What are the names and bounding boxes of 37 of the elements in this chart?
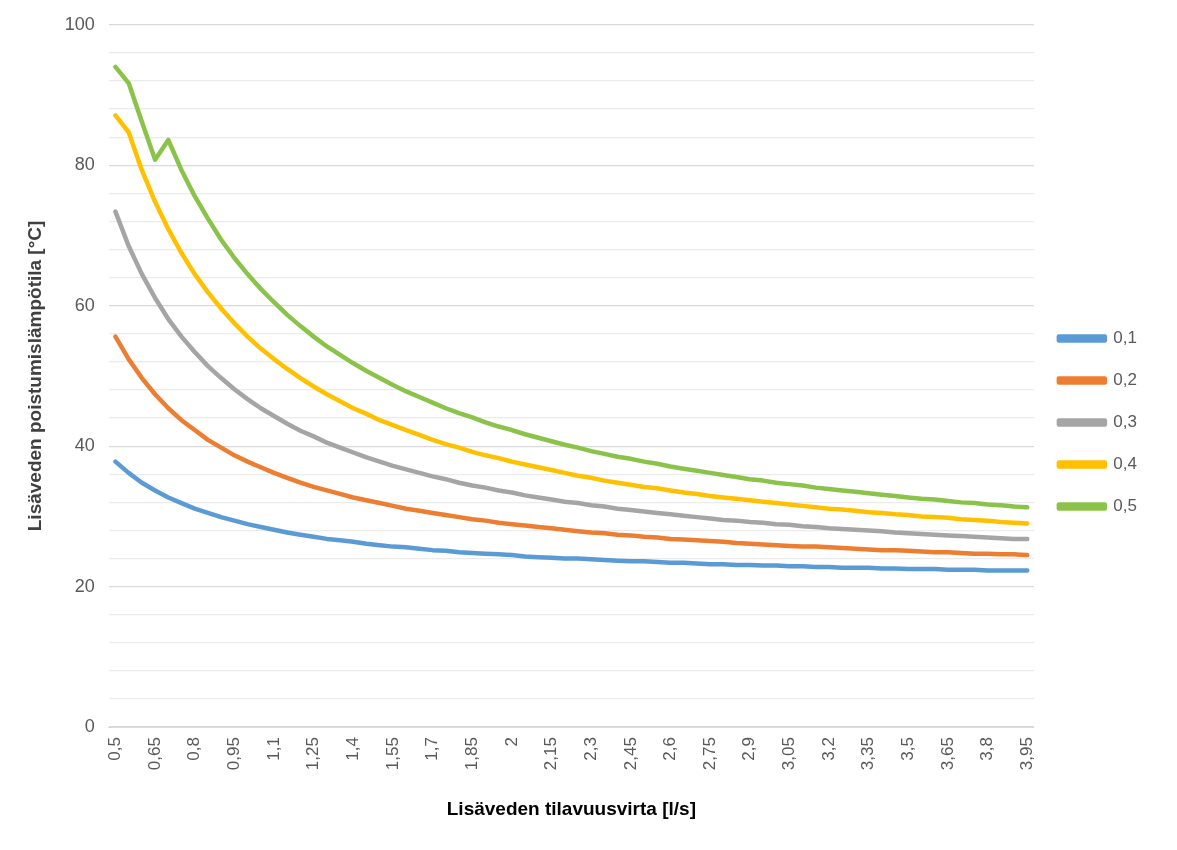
legend-label: 0,1 [1113, 328, 1138, 348]
x-tick-label: 1,4 [342, 737, 362, 761]
x-tick-label: 1,25 [303, 737, 323, 771]
x-tick-label: 1,7 [422, 737, 442, 761]
x-tick-label: 2,9 [739, 737, 759, 761]
x-tick-label: 2,75 [699, 737, 719, 771]
x-tick-label: 3,05 [779, 737, 799, 771]
y-tick-label: 100 [64, 13, 95, 34]
x-tick-label: 3,35 [858, 737, 878, 771]
y-tick-label: 80 [74, 154, 95, 175]
x-axis-title: Lisäveden tilavuusvirta [l/s] [446, 797, 696, 819]
x-tick-label: 3,95 [1016, 737, 1036, 771]
x-tick-label: 2 [501, 737, 521, 747]
y-tick-label: 60 [74, 294, 95, 315]
x-tick-label: 3,65 [937, 737, 957, 771]
legend-label: 0,4 [1113, 454, 1138, 474]
y-axis-title: Lisäveden poistumislämpötila [°C] [23, 220, 45, 532]
x-tick-label: 0,5 [105, 737, 125, 761]
legend-label: 0,5 [1113, 496, 1138, 516]
x-tick-label: 3,2 [818, 737, 838, 761]
x-tick-label: 3,8 [977, 737, 997, 761]
x-tick-label: 1,85 [461, 737, 481, 771]
x-tick-label: 2,6 [660, 737, 680, 761]
x-tick-label: 1,55 [382, 737, 402, 771]
y-tick-label: 20 [74, 575, 95, 596]
y-tick-label: 40 [74, 435, 95, 456]
x-tick-label: 0,65 [144, 737, 164, 771]
x-tick-label: 2,3 [580, 737, 600, 761]
x-tick-label: 2,15 [541, 737, 561, 771]
legend-label: 0,2 [1113, 370, 1138, 390]
x-tick-label: 1,1 [263, 737, 283, 761]
x-tick-label: 0,8 [184, 737, 204, 761]
y-tick-label: 0 [84, 716, 95, 737]
legend-label: 0,3 [1113, 412, 1138, 432]
x-tick-label: 2,45 [620, 737, 640, 771]
x-tick-label: 3,5 [898, 737, 918, 761]
x-tick-label: 0,95 [224, 737, 244, 771]
